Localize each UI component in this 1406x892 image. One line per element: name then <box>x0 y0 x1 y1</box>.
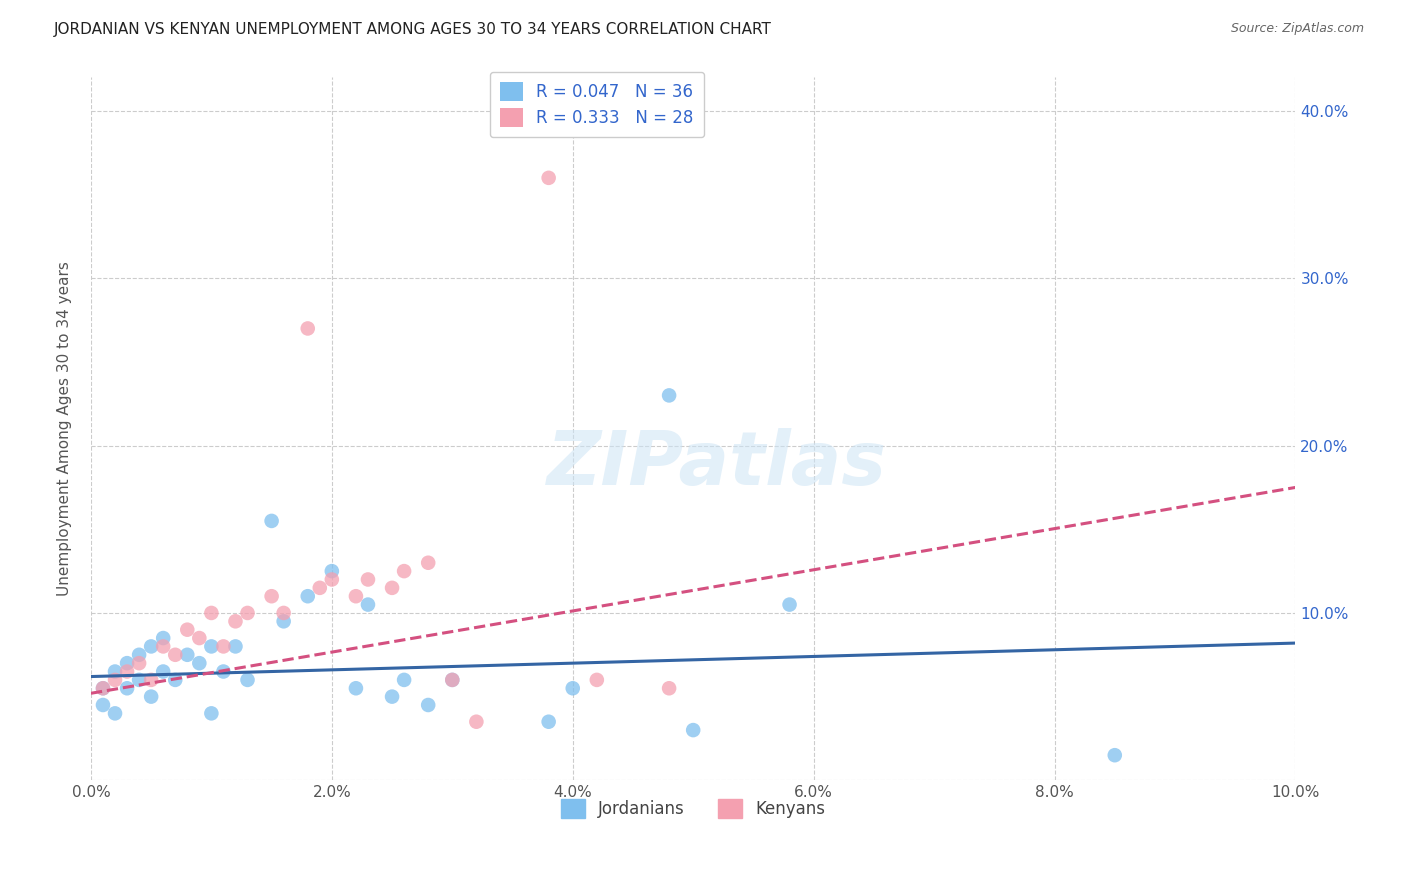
Point <box>321 564 343 578</box>
Point <box>1104 748 1126 763</box>
Point <box>224 640 246 654</box>
Point <box>273 606 295 620</box>
Point <box>381 581 404 595</box>
Point <box>152 665 174 679</box>
Point <box>141 673 163 687</box>
Point <box>381 690 404 704</box>
Point <box>779 598 801 612</box>
Point <box>297 589 319 603</box>
Point <box>91 681 114 696</box>
Point <box>392 564 415 578</box>
Point <box>537 714 560 729</box>
Point <box>357 598 380 612</box>
Point <box>465 714 488 729</box>
Point <box>297 321 319 335</box>
Point <box>321 573 343 587</box>
Point <box>200 640 222 654</box>
Point <box>176 648 198 662</box>
Point <box>392 673 415 687</box>
Point <box>152 640 174 654</box>
Point <box>141 690 163 704</box>
Point <box>128 656 150 670</box>
Text: Source: ZipAtlas.com: Source: ZipAtlas.com <box>1230 22 1364 36</box>
Point <box>658 681 681 696</box>
Point <box>212 665 235 679</box>
Point <box>128 673 150 687</box>
Point <box>682 723 704 737</box>
Point <box>115 681 138 696</box>
Point <box>104 706 127 721</box>
Point <box>273 615 295 629</box>
Point <box>561 681 583 696</box>
Point <box>165 673 187 687</box>
Point <box>344 681 367 696</box>
Point <box>357 573 380 587</box>
Point <box>260 514 283 528</box>
Point <box>441 673 464 687</box>
Point <box>188 656 211 670</box>
Point <box>141 640 163 654</box>
Point <box>236 673 259 687</box>
Point <box>200 706 222 721</box>
Point <box>260 589 283 603</box>
Point <box>344 589 367 603</box>
Point <box>236 606 259 620</box>
Point <box>224 615 246 629</box>
Y-axis label: Unemployment Among Ages 30 to 34 years: Unemployment Among Ages 30 to 34 years <box>58 261 72 597</box>
Point <box>91 681 114 696</box>
Point <box>308 581 330 595</box>
Point <box>418 556 440 570</box>
Point <box>165 648 187 662</box>
Point <box>128 648 150 662</box>
Point <box>152 631 174 645</box>
Point <box>104 665 127 679</box>
Point <box>418 698 440 712</box>
Point <box>176 623 198 637</box>
Point <box>104 673 127 687</box>
Point <box>91 698 114 712</box>
Point <box>115 665 138 679</box>
Text: ZIPatlas: ZIPatlas <box>547 427 887 500</box>
Point <box>212 640 235 654</box>
Point <box>537 170 560 185</box>
Point <box>200 606 222 620</box>
Point <box>441 673 464 687</box>
Text: JORDANIAN VS KENYAN UNEMPLOYMENT AMONG AGES 30 TO 34 YEARS CORRELATION CHART: JORDANIAN VS KENYAN UNEMPLOYMENT AMONG A… <box>53 22 772 37</box>
Legend: Jordanians, Kenyans: Jordanians, Kenyans <box>555 792 831 825</box>
Point <box>585 673 607 687</box>
Point <box>658 388 681 402</box>
Point <box>115 656 138 670</box>
Point <box>188 631 211 645</box>
